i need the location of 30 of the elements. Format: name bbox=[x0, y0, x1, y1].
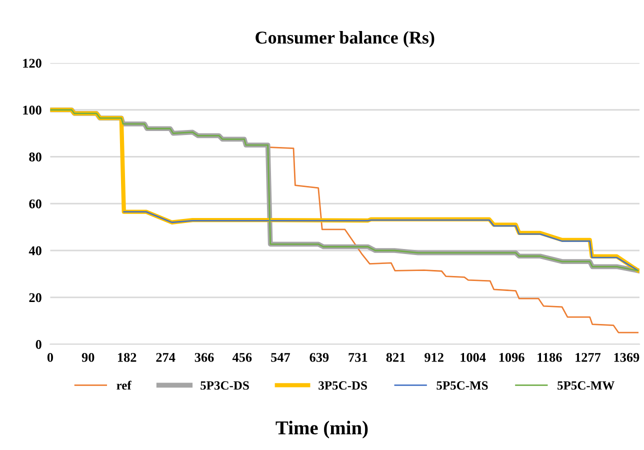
y-tick-label: 20 bbox=[29, 293, 42, 302]
x-axis-title: Time (min) bbox=[276, 420, 368, 438]
x-tick-label: 90 bbox=[82, 352, 94, 362]
y-tick-label: 80 bbox=[29, 152, 42, 162]
x-tick-label: 1004 bbox=[460, 352, 486, 362]
legend-label: ref bbox=[116, 380, 132, 390]
x-tick-label: 639 bbox=[310, 353, 329, 362]
x-tick-label: 456 bbox=[232, 353, 252, 362]
x-tick-label: 1369 bbox=[614, 353, 640, 362]
x-tick-label: 912 bbox=[424, 353, 444, 362]
legend-label: 5P5C-MS bbox=[436, 381, 488, 390]
legend-label: 3P5C-DS bbox=[318, 381, 367, 390]
x-tick-label: 547 bbox=[271, 353, 290, 362]
x-tick-label: 366 bbox=[194, 353, 214, 362]
y-tick-label: 100 bbox=[23, 106, 42, 115]
x-tick-label: 731 bbox=[348, 353, 368, 362]
x-tick-label: 274 bbox=[156, 353, 176, 362]
y-tick-label: 40 bbox=[28, 246, 42, 256]
legend-label: 5P3C-DS bbox=[200, 381, 249, 390]
x-tick-label: 1277 bbox=[576, 353, 601, 362]
legend-label: 5P5C-MW bbox=[558, 381, 614, 390]
x-tick-label: 182 bbox=[118, 352, 136, 362]
y-tick-label: 0 bbox=[36, 340, 42, 349]
y-tick-label: 120 bbox=[23, 58, 42, 68]
chart-title: Consumer balance (Rs) bbox=[256, 31, 434, 48]
x-tick-label: 1186 bbox=[538, 352, 562, 362]
y-tick-label: 60 bbox=[29, 199, 42, 208]
x-tick-label: 1096 bbox=[499, 352, 524, 362]
x-tick-label: 821 bbox=[386, 352, 406, 362]
x-tick-label: 0 bbox=[47, 352, 54, 362]
